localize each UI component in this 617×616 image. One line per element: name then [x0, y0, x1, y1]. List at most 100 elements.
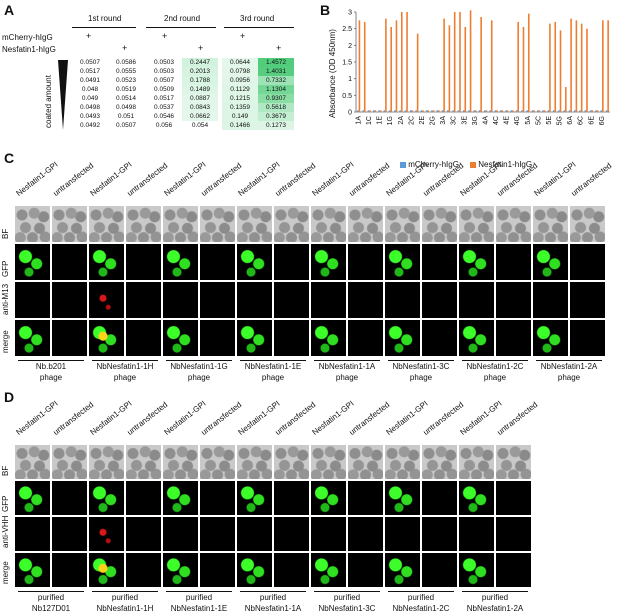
micrograph-gfp-tile	[125, 480, 162, 516]
table-cell-value: 0.0537	[154, 104, 174, 111]
x-tick-label: 6G	[599, 116, 606, 125]
group-prefix: purified	[37, 593, 65, 602]
bar	[485, 110, 488, 112]
group-prefix: purified	[259, 593, 287, 602]
bar	[394, 110, 396, 112]
bar	[563, 110, 566, 112]
x-tick-label: 4E	[504, 116, 511, 125]
group-suffix: phage	[557, 373, 581, 382]
heat-cell	[258, 58, 294, 67]
bar	[531, 110, 534, 112]
group-name: NbNesfatin1-1H	[96, 362, 154, 371]
table-cell-value: 0.0509	[154, 86, 174, 93]
bar	[431, 110, 433, 112]
heat-cell	[258, 121, 294, 130]
heat-cell	[258, 94, 294, 103]
micrograph-gfp-tile	[310, 243, 347, 281]
bar	[600, 110, 603, 112]
bar	[506, 110, 509, 112]
group-prefix: purified	[407, 593, 435, 602]
table-cell-value: 0.0492	[80, 122, 100, 129]
micrograph-bf-tile	[495, 205, 532, 243]
x-tick-label: 2G	[430, 116, 437, 125]
round-1-bracket	[72, 27, 136, 28]
micrograph-bf-tile	[88, 205, 125, 243]
micrograph-gfp-tile	[199, 480, 236, 516]
x-tick-label: 5C	[535, 116, 542, 125]
table-cell-value: 0.0498	[80, 104, 100, 111]
table-cell-value: 0.1466	[230, 122, 250, 129]
bar	[395, 20, 398, 113]
heat-cell	[222, 103, 258, 112]
micrograph-merge-tile	[199, 552, 236, 588]
group-underline	[536, 360, 602, 361]
heat-cell	[182, 76, 218, 85]
micrograph-bf-tile	[14, 444, 51, 480]
table-cell-value: 0.0956	[230, 77, 250, 84]
bar	[372, 110, 375, 112]
bar	[595, 110, 597, 112]
micrograph-red-tile	[51, 281, 88, 319]
x-tick-label: 5E	[546, 116, 553, 125]
y-axis-label: Absorbance (OD 450nm)	[328, 29, 337, 118]
bar	[602, 20, 604, 113]
legend-label-mcherry: mCherry-hIgG	[408, 160, 459, 169]
micrograph-bf-tile	[14, 205, 51, 243]
micrograph-gfp-tile	[347, 243, 384, 281]
row-label-bf: BF	[1, 228, 10, 239]
panel-c-letter: C	[4, 150, 15, 166]
bar	[584, 110, 587, 112]
micrograph-gfp-tile	[273, 480, 310, 516]
x-tick-label: 5A	[525, 116, 532, 125]
group-name: NbNesfatin1-1E	[244, 362, 302, 371]
bar	[432, 110, 435, 112]
micrograph-gfp-tile	[162, 480, 199, 516]
group-underline	[388, 591, 454, 592]
row-label-nesfatin: Nesfatin1-hIgG	[2, 45, 56, 54]
group-suffix: phage	[409, 373, 433, 382]
bar	[425, 110, 428, 112]
micrograph-bf-tile	[310, 444, 347, 480]
heat-cell	[222, 94, 258, 103]
micrograph-merge-tile	[125, 552, 162, 588]
micrograph-bf-tile	[384, 444, 421, 480]
micrograph-merge-tile	[88, 552, 125, 588]
bar	[521, 110, 523, 112]
micrograph-red-tile	[458, 281, 495, 319]
bar	[543, 110, 546, 112]
group-name: Nb127D01	[31, 604, 71, 613]
coated-amount-triangle	[58, 60, 68, 130]
x-tick-label: 4G	[514, 116, 521, 125]
x-tick-label: 3E	[461, 116, 468, 125]
bar	[589, 110, 592, 112]
y-tick-label: 0	[348, 110, 352, 117]
round-2-header: 2nd round	[164, 14, 201, 23]
table-cell-value: 0.049	[81, 95, 99, 102]
heat-cell	[258, 103, 294, 112]
micrograph-gfp-tile	[384, 480, 421, 516]
group-name: Nb.b201	[35, 362, 67, 371]
row-label-gfp: GFP	[1, 260, 10, 277]
micrograph-bf-tile	[310, 205, 347, 243]
micrograph-red-tile	[88, 281, 125, 319]
micrograph-merge-tile	[51, 552, 88, 588]
micrograph-bf-tile	[199, 205, 236, 243]
micrograph-merge-tile	[125, 319, 162, 357]
micrograph-bf-tile	[421, 205, 458, 243]
table-cell-value: 0.0507	[154, 77, 174, 84]
micrograph-gfp-tile	[495, 480, 532, 516]
group-prefix: purified	[111, 593, 139, 602]
table-cell-value: 0.0507	[116, 122, 136, 129]
micrograph-bf-tile	[125, 205, 162, 243]
x-tick-label: 6C	[578, 116, 585, 125]
micrograph-gfp-tile	[88, 243, 125, 281]
group-name: NbNesfatin1-1A	[318, 362, 376, 371]
group-suffix: phage	[483, 373, 507, 382]
group-suffix: phage	[39, 373, 63, 382]
micrograph-gfp-tile	[14, 243, 51, 281]
micrograph-merge-tile	[532, 319, 569, 357]
table-cell-value: 0.0586	[116, 59, 136, 66]
legend-swatch-mcherry	[400, 161, 406, 168]
table-cell-value: 0.0503	[154, 59, 174, 66]
table-cell-value: 0.2447	[190, 59, 210, 66]
